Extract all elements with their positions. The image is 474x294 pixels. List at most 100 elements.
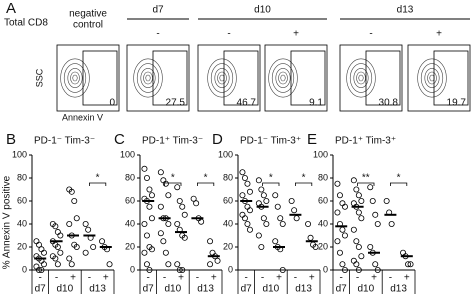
x-tick-label: - (340, 273, 343, 284)
point (260, 215, 267, 222)
point (40, 261, 47, 268)
significance-bracket (357, 182, 375, 186)
point (244, 180, 251, 187)
point (106, 261, 113, 268)
x-axis-label: Annexin V (62, 112, 103, 122)
point (246, 207, 253, 214)
point (407, 261, 414, 268)
gate-value: 30.8 (379, 98, 399, 109)
point (334, 209, 341, 216)
point (162, 249, 169, 256)
y-tick-label: 100 (218, 149, 233, 159)
point (176, 266, 183, 273)
panel-label: E (307, 131, 317, 148)
panel-title: PD-1⁻ Tim-3⁺ (240, 136, 301, 147)
point (355, 243, 362, 250)
point (307, 234, 314, 241)
contour (219, 74, 225, 82)
gate-value: 19.7 (447, 98, 467, 109)
point (341, 266, 348, 273)
significance-bracket (262, 182, 280, 186)
point (336, 249, 343, 256)
significance-label: * (302, 173, 306, 184)
y-tick-label: 100 (120, 149, 135, 159)
point (353, 261, 360, 268)
contour (133, 58, 163, 98)
point (255, 177, 262, 184)
point (339, 226, 346, 233)
point (165, 192, 172, 199)
point (52, 255, 59, 262)
point (263, 220, 270, 227)
point (279, 220, 286, 227)
point (241, 215, 248, 222)
point (272, 238, 279, 245)
point (358, 253, 365, 260)
point (141, 165, 148, 172)
x-tick-label: - (163, 273, 166, 284)
point (193, 200, 200, 207)
contour (214, 68, 230, 88)
x-tick-label: - (389, 273, 392, 284)
point (246, 188, 253, 195)
point (353, 238, 360, 245)
contour (427, 71, 437, 85)
y-tick-label: 20 (125, 241, 135, 251)
point (146, 266, 153, 273)
point (272, 192, 279, 199)
gate (152, 50, 188, 106)
group-label: d10 (164, 284, 181, 294)
point (260, 192, 267, 199)
condition-sign: - (156, 29, 159, 40)
x-tick-label: - (88, 273, 91, 284)
significance-bracket (197, 182, 215, 186)
contour (275, 68, 291, 88)
point (239, 192, 246, 199)
point (179, 203, 186, 210)
point (68, 188, 75, 195)
point (71, 197, 78, 204)
significance-label: ** (362, 173, 370, 184)
panel-title: PD-1⁺ Tim-3⁺ (335, 136, 396, 147)
point (350, 226, 357, 233)
flow-plot (197, 44, 261, 112)
group-label: d13 (390, 284, 407, 294)
point (174, 261, 181, 268)
contour (417, 58, 447, 98)
y-tick-label: 60 (223, 195, 233, 205)
point (40, 249, 47, 256)
point (353, 186, 360, 193)
contour (136, 63, 160, 93)
group-label: d10 (357, 284, 374, 294)
point (334, 238, 341, 245)
contour (207, 58, 237, 98)
contour (280, 74, 286, 82)
point (82, 249, 89, 256)
y-tick-label: 80 (318, 172, 328, 182)
panel-label: A (6, 0, 16, 17)
flow-plot (264, 44, 328, 112)
x-tick-label: - (55, 273, 58, 284)
significance-label: * (171, 173, 175, 184)
point (341, 232, 348, 239)
point (339, 261, 346, 268)
y-tick-label: 20 (17, 241, 27, 251)
group-label: d10 (56, 284, 73, 294)
x-tick-label: - (196, 273, 199, 284)
gate (223, 50, 259, 106)
gate-value: 46.7 (237, 98, 257, 109)
y-tick-label: 80 (125, 172, 135, 182)
group-label: d7 (152, 5, 164, 16)
significance-bracket (164, 182, 182, 186)
group-label: d7 (336, 284, 348, 294)
contour (271, 63, 295, 93)
condition-sign: + (293, 29, 299, 40)
x-tick-label: + (276, 273, 282, 284)
condition-sign: - (369, 29, 372, 40)
y-tick-label: 80 (223, 172, 233, 182)
contour (217, 71, 227, 85)
panel-label: B (6, 131, 16, 148)
y-tick-label: 20 (223, 241, 233, 251)
point (143, 232, 150, 239)
point (35, 266, 42, 273)
